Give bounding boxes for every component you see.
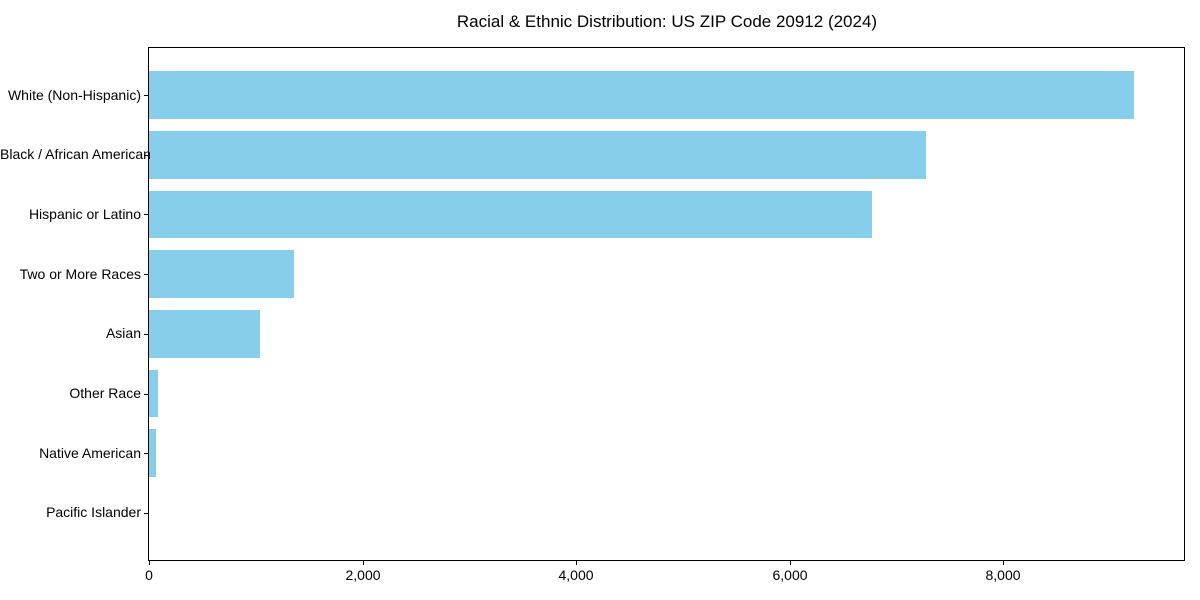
x-tick — [149, 561, 150, 565]
x-tick-label: 6,000 — [772, 567, 808, 583]
x-tick-label: 8,000 — [985, 567, 1021, 583]
bar — [149, 190, 872, 239]
bar — [149, 71, 1134, 119]
x-tick — [1003, 561, 1004, 565]
plot-area — [148, 47, 1185, 561]
y-tick-label: Hispanic or Latino — [28, 206, 141, 222]
bar — [149, 429, 156, 478]
y-tick — [144, 453, 148, 454]
x-tick — [363, 561, 364, 565]
y-tick-label: Black / African American — [0, 146, 151, 162]
y-tick-label: White (Non-Hispanic) — [7, 87, 141, 103]
y-tick — [144, 155, 148, 156]
x-tick-label: 4,000 — [558, 567, 594, 583]
y-tick — [144, 394, 148, 395]
y-tick-label: Native American — [39, 445, 141, 461]
x-tick — [576, 561, 577, 565]
bar — [149, 369, 158, 418]
bar — [149, 130, 926, 179]
y-tick — [144, 214, 148, 215]
x-tick-label: 0 — [145, 567, 153, 583]
y-tick-label: Two or More Races — [19, 266, 141, 282]
y-tick-label: Asian — [105, 325, 141, 341]
y-tick — [144, 274, 148, 275]
x-tick — [790, 561, 791, 565]
bar — [149, 250, 294, 299]
y-tick-label: Pacific Islander — [46, 504, 141, 520]
chart-title: Racial & Ethnic Distribution: US ZIP Cod… — [456, 12, 878, 31]
y-tick — [144, 513, 148, 514]
y-tick — [144, 95, 148, 96]
bar — [149, 309, 260, 358]
x-tick-label: 2,000 — [345, 567, 381, 583]
y-tick-label: Other Race — [69, 385, 141, 401]
y-tick — [144, 334, 148, 335]
